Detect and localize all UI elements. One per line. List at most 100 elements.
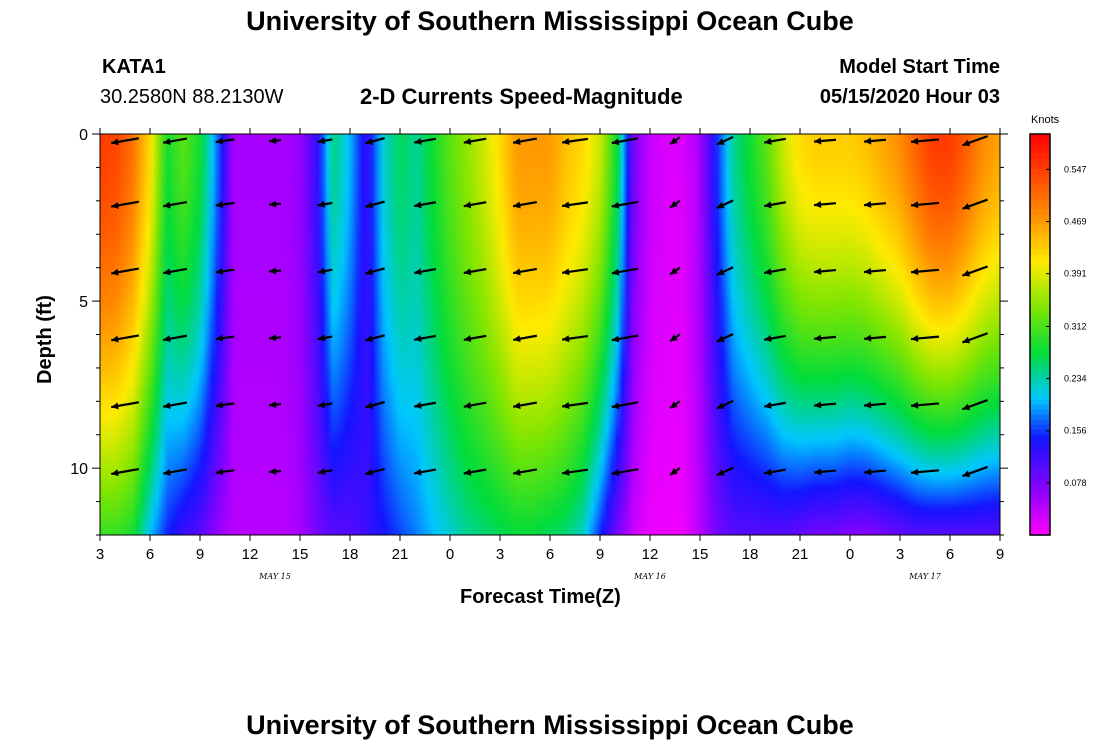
colorbar-segment xyxy=(1030,364,1050,371)
current-vector-head xyxy=(764,268,772,276)
current-vector-head xyxy=(611,335,620,343)
colorbar-segment xyxy=(1030,164,1050,170)
current-vector-head xyxy=(670,267,678,275)
current-vector-head xyxy=(764,468,772,476)
colorbar-segment xyxy=(1030,264,1050,270)
current-vector-head xyxy=(764,137,772,145)
current-vector-head xyxy=(864,201,872,209)
current-vector-head xyxy=(814,137,822,145)
current-vector-head xyxy=(911,201,919,209)
colorbar-segment xyxy=(1030,189,1050,195)
current-vector-head xyxy=(163,138,171,145)
colorbar-segment xyxy=(1030,299,1050,306)
colorbar-segment xyxy=(1030,249,1050,255)
station-coordinates: 30.2580N 88.2130W xyxy=(100,86,284,108)
colorbar-tick-label: 0.469 xyxy=(1064,217,1087,227)
colorbar-segment xyxy=(1030,169,1050,175)
current-vector-head xyxy=(365,138,374,145)
current-vector-head xyxy=(215,137,224,145)
colorbar-segment xyxy=(1030,194,1050,200)
current-vector-head xyxy=(962,336,971,344)
y-tick-label: 10 xyxy=(70,461,88,478)
colorbar-segment xyxy=(1030,394,1050,401)
current-vector-head xyxy=(269,137,277,145)
current-vector-head xyxy=(962,470,971,477)
current-vector-head xyxy=(814,267,822,275)
current-vector-head xyxy=(365,335,374,342)
model-start-time: 05/15/2020 Hour 03 xyxy=(819,86,1000,108)
colorbar-segment xyxy=(1030,159,1050,165)
current-vector-head xyxy=(716,268,725,276)
x-axis-label: Forecast Time(Z) xyxy=(460,586,621,608)
colorbar-segment xyxy=(1030,379,1050,386)
colorbar-segment xyxy=(1030,179,1050,185)
colorbar-segment xyxy=(1030,309,1050,316)
current-vector-head xyxy=(215,267,224,275)
colorbar-segment xyxy=(1030,284,1050,290)
plot-frame xyxy=(99,133,1001,536)
colorbar-segment xyxy=(1030,134,1050,140)
current-vector-head xyxy=(962,203,971,210)
current-vector-head xyxy=(414,335,422,342)
current-vector-head xyxy=(215,201,224,208)
current-vector-head xyxy=(463,138,472,145)
current-vector-head xyxy=(317,137,326,145)
x-tick-label: 18 xyxy=(742,546,759,563)
colorbar-segment xyxy=(1030,434,1050,441)
current-vector-head xyxy=(513,138,521,145)
current-vector-head xyxy=(611,268,620,276)
current-vector-head xyxy=(111,201,119,209)
colorbar-segment xyxy=(1030,239,1050,245)
current-vector-head xyxy=(414,137,422,145)
x-tick-label: 12 xyxy=(642,546,659,563)
x-date-label: MAY 16 xyxy=(633,572,666,581)
current-vector-head xyxy=(215,401,224,409)
model-start-label: Model Start Time xyxy=(839,56,1000,78)
current-vector-head xyxy=(611,138,620,146)
colorbar-segment xyxy=(1030,334,1050,341)
page-title: University of Southern Mississippi Ocean… xyxy=(246,6,854,36)
colorbar-segment xyxy=(1030,414,1050,421)
current-vector-head xyxy=(562,138,570,145)
current-vector-head xyxy=(670,137,678,145)
colorbar-segment xyxy=(1030,139,1050,145)
colorbar-segment xyxy=(1030,289,1050,295)
colorbar-segment xyxy=(1030,269,1050,275)
current-vector-head xyxy=(716,335,725,342)
current-vector-head xyxy=(365,201,374,209)
current-vector-head xyxy=(111,268,119,276)
colorbar-segment xyxy=(1030,409,1050,416)
y-tick-label: 0 xyxy=(79,127,88,144)
colorbar-segment xyxy=(1030,419,1050,426)
colorbar-segment xyxy=(1030,389,1050,396)
current-vector-head xyxy=(269,334,277,342)
current-vector-head xyxy=(864,267,872,275)
current-vector-head xyxy=(513,402,521,409)
colorbar-segment xyxy=(1030,529,1050,536)
current-vector-head xyxy=(365,468,374,476)
current-vector-head xyxy=(414,201,422,209)
colorbar-segment xyxy=(1030,174,1050,180)
current-vector-head xyxy=(562,268,570,276)
current-vector-head xyxy=(814,401,822,409)
x-tick-label: 21 xyxy=(792,546,809,563)
current-vector-head xyxy=(463,201,472,209)
current-vector-head xyxy=(611,469,620,477)
current-vector-head xyxy=(163,268,171,276)
x-tick-label: 9 xyxy=(596,546,604,563)
current-vector-head xyxy=(611,201,620,209)
colorbar-segment xyxy=(1030,314,1050,321)
current-vector-head xyxy=(911,468,919,476)
colorbar-segment xyxy=(1030,294,1050,301)
colorbar-tick-label: 0.547 xyxy=(1064,164,1087,174)
colorbar-segment xyxy=(1030,154,1050,160)
current-vector-head xyxy=(513,201,521,209)
colorbar-segment xyxy=(1030,324,1050,331)
current-vector-head xyxy=(864,334,872,342)
current-vector-head xyxy=(814,468,822,476)
current-vector-head xyxy=(962,269,971,277)
x-date-label: MAY 15 xyxy=(258,572,291,581)
x-tick-label: 15 xyxy=(692,546,709,563)
colorbar-segment xyxy=(1030,489,1050,496)
colorbar-segment xyxy=(1030,304,1050,311)
